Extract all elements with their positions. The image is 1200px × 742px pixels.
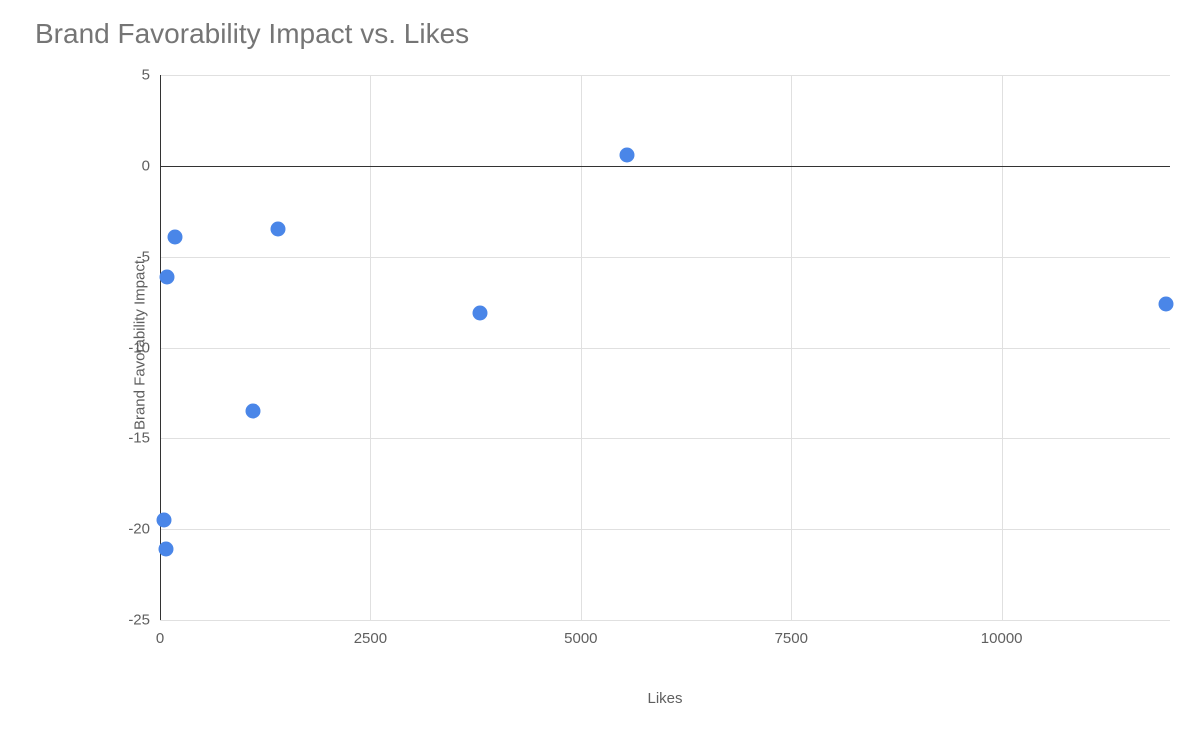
chart-container: Brand Favorability Impact vs. Likes Bran… <box>0 0 1200 742</box>
x-tick-label: 0 <box>156 630 164 647</box>
zero-line-horizontal <box>160 166 1170 167</box>
data-point <box>1158 296 1173 311</box>
grid-line-horizontal <box>160 348 1170 349</box>
y-tick-label: 0 <box>142 157 150 174</box>
y-tick-label: -15 <box>128 430 150 447</box>
data-point <box>159 269 174 284</box>
y-tick-label: -5 <box>137 248 150 265</box>
y-axis-line <box>160 75 161 620</box>
data-point <box>270 222 285 237</box>
y-tick-label: -20 <box>128 521 150 538</box>
x-tick-label: 10000 <box>981 630 1023 647</box>
plot-area: 02500500075001000050-5-10-15-20-25 <box>160 75 1170 620</box>
data-point <box>245 404 260 419</box>
y-tick-label: -10 <box>128 339 150 356</box>
data-point <box>157 513 172 528</box>
x-tick-label: 7500 <box>775 630 808 647</box>
grid-line-horizontal <box>160 620 1170 621</box>
data-point <box>158 542 173 557</box>
x-tick-label: 5000 <box>564 630 597 647</box>
y-tick-label: 5 <box>142 67 150 84</box>
grid-line-horizontal <box>160 75 1170 76</box>
grid-line-horizontal <box>160 438 1170 439</box>
y-tick-label: -25 <box>128 612 150 629</box>
data-point <box>472 305 487 320</box>
x-axis-title: Likes <box>647 690 682 707</box>
grid-line-horizontal <box>160 257 1170 258</box>
grid-line-horizontal <box>160 529 1170 530</box>
chart-title: Brand Favorability Impact vs. Likes <box>35 18 469 50</box>
data-point <box>168 229 183 244</box>
x-tick-label: 2500 <box>354 630 387 647</box>
data-point <box>620 147 635 162</box>
